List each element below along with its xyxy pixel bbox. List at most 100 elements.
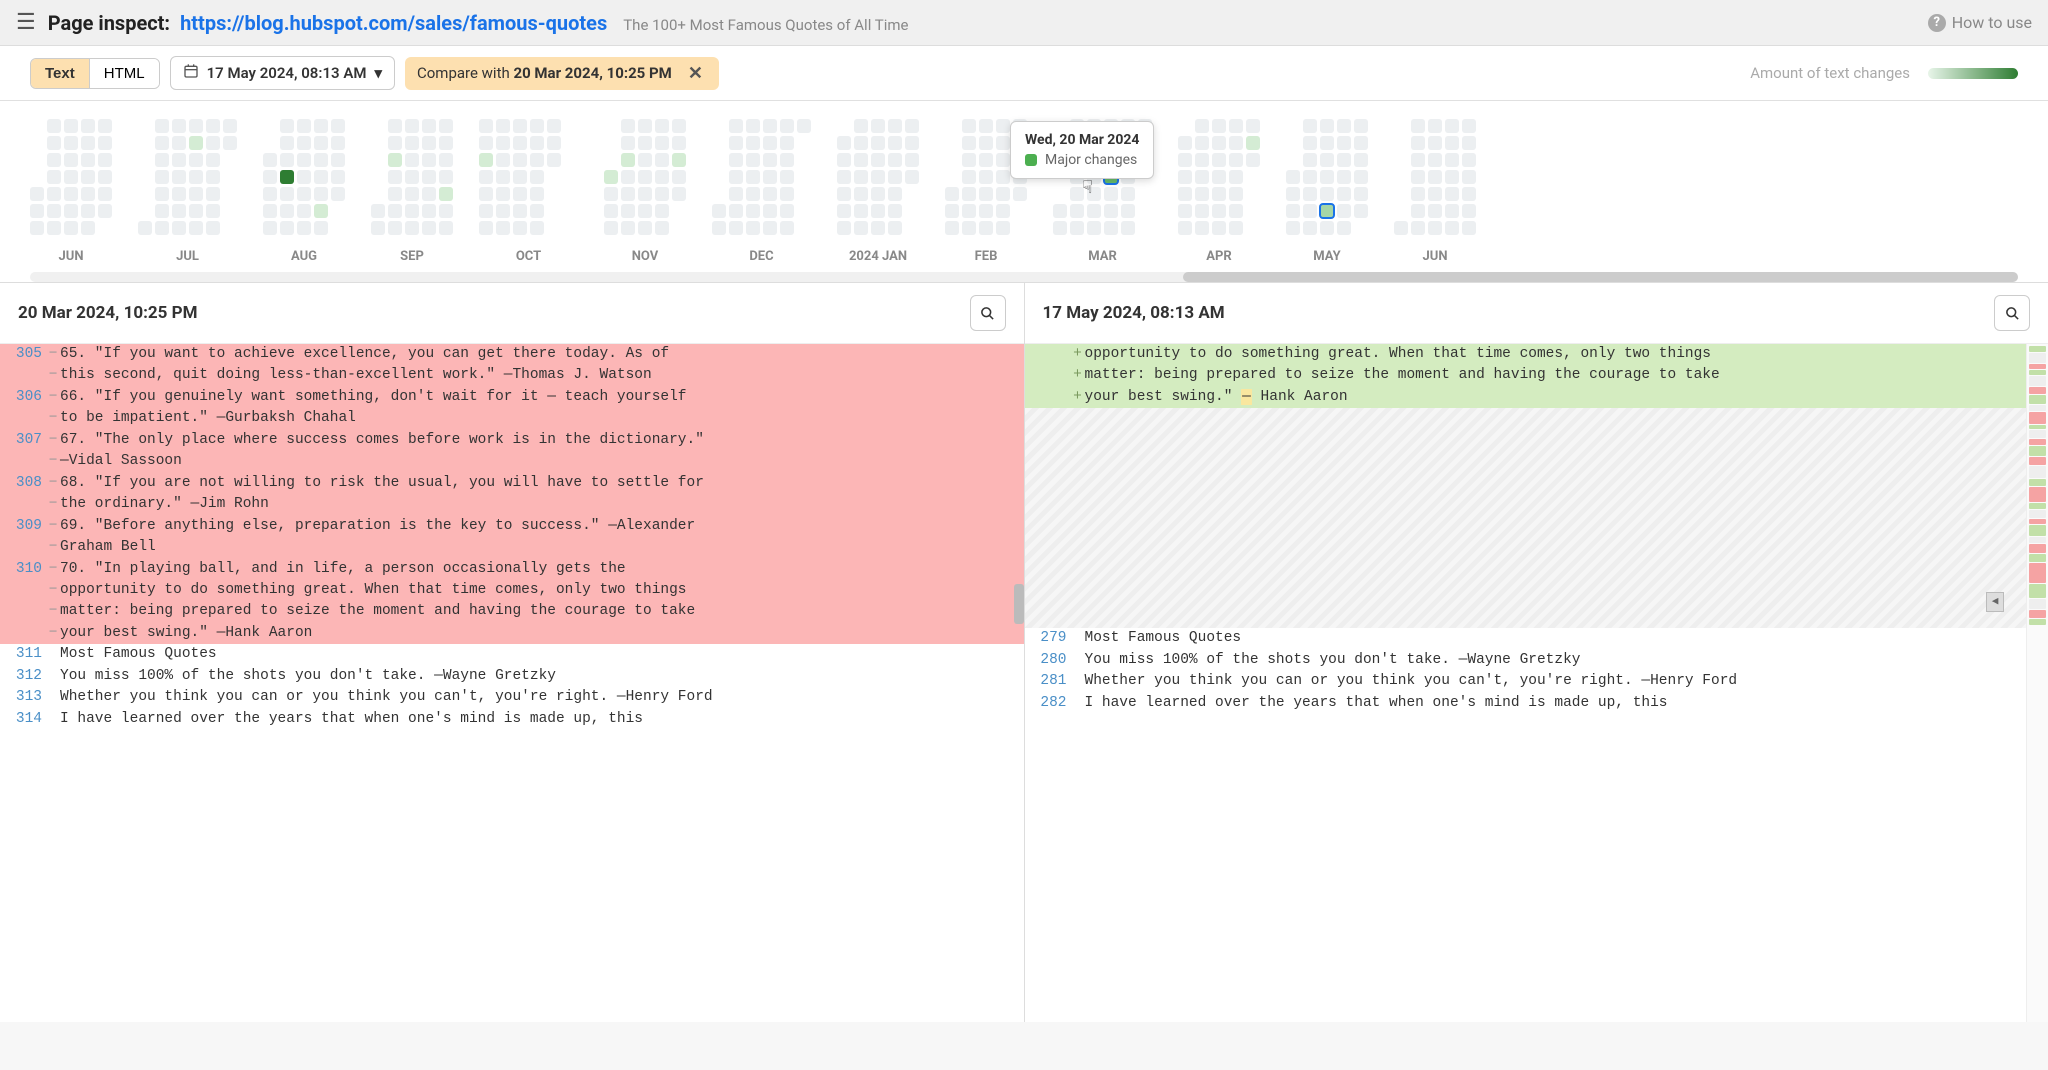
day-cell[interactable] (371, 204, 385, 218)
day-cell[interactable] (871, 187, 885, 201)
day-cell[interactable] (1229, 136, 1243, 150)
day-cell[interactable] (422, 204, 436, 218)
day-cell[interactable] (30, 221, 44, 235)
day-cell[interactable] (547, 153, 561, 167)
day-cell[interactable] (81, 204, 95, 218)
day-cell[interactable] (1445, 170, 1459, 184)
day-cell[interactable] (1212, 204, 1226, 218)
day-cell[interactable] (1411, 119, 1425, 133)
day-cell[interactable] (655, 119, 669, 133)
day-cell[interactable] (1246, 153, 1260, 167)
day-cell[interactable] (1246, 136, 1260, 150)
day-cell[interactable] (280, 187, 294, 201)
day-cell[interactable] (655, 153, 669, 167)
day-cell[interactable] (280, 221, 294, 235)
day-cell[interactable] (996, 221, 1010, 235)
day-cell[interactable] (1354, 136, 1368, 150)
html-tab[interactable]: HTML (89, 59, 159, 88)
day-cell[interactable] (263, 221, 277, 235)
day-cell[interactable] (479, 187, 493, 201)
day-cell[interactable] (1121, 204, 1135, 218)
calendar-scrollbar[interactable] (30, 272, 2018, 282)
day-cell[interactable] (206, 204, 220, 218)
day-cell[interactable] (331, 187, 345, 201)
day-cell[interactable] (1428, 119, 1442, 133)
day-cell[interactable] (189, 119, 203, 133)
day-cell[interactable] (422, 221, 436, 235)
day-cell[interactable] (1354, 187, 1368, 201)
day-cell[interactable] (155, 170, 169, 184)
day-cell[interactable] (655, 204, 669, 218)
day-cell[interactable] (905, 136, 919, 150)
day-cell[interactable] (1462, 136, 1476, 150)
right-search-button[interactable] (1994, 295, 2030, 331)
day-cell[interactable] (331, 170, 345, 184)
day-cell[interactable] (729, 204, 743, 218)
day-cell[interactable] (712, 221, 726, 235)
left-scroll-indicator[interactable] (1014, 584, 1024, 624)
day-cell[interactable] (962, 204, 976, 218)
minimap-segment[interactable] (2029, 370, 2046, 375)
day-cell[interactable] (1411, 153, 1425, 167)
minimap-segment[interactable] (2029, 503, 2046, 509)
day-cell[interactable] (1337, 187, 1351, 201)
minimap-segment[interactable] (2029, 430, 2046, 438)
minimap-segment[interactable] (2029, 387, 2046, 394)
minimap-segment[interactable] (2029, 446, 2046, 456)
day-cell[interactable] (888, 170, 902, 184)
day-cell[interactable] (1337, 221, 1351, 235)
day-cell[interactable] (439, 221, 453, 235)
day-cell[interactable] (172, 119, 186, 133)
day-cell[interactable] (388, 136, 402, 150)
day-cell[interactable] (746, 204, 760, 218)
day-cell[interactable] (712, 204, 726, 218)
day-cell[interactable] (621, 119, 635, 133)
day-cell[interactable] (1178, 153, 1192, 167)
day-cell[interactable] (905, 119, 919, 133)
day-cell[interactable] (47, 119, 61, 133)
day-cell[interactable] (729, 119, 743, 133)
day-cell[interactable] (854, 119, 868, 133)
day-cell[interactable] (1121, 221, 1135, 235)
day-cell[interactable] (1411, 136, 1425, 150)
day-cell[interactable] (1178, 187, 1192, 201)
day-cell[interactable] (1303, 119, 1317, 133)
day-cell[interactable] (263, 187, 277, 201)
day-cell[interactable] (47, 187, 61, 201)
text-tab[interactable]: Text (31, 59, 89, 88)
left-search-button[interactable] (970, 295, 1006, 331)
date-picker[interactable]: 17 May 2024, 08:13 AM ▾ (170, 56, 395, 90)
day-cell[interactable] (81, 153, 95, 167)
day-cell[interactable] (1178, 204, 1192, 218)
day-cell[interactable] (1411, 170, 1425, 184)
day-cell[interactable] (405, 221, 419, 235)
day-cell[interactable] (1337, 136, 1351, 150)
day-cell[interactable] (1229, 187, 1243, 201)
day-cell[interactable] (1428, 153, 1442, 167)
minimap-segment[interactable] (2029, 364, 2046, 369)
day-cell[interactable] (439, 119, 453, 133)
day-cell[interactable] (405, 187, 419, 201)
day-cell[interactable] (945, 204, 959, 218)
day-cell[interactable] (905, 153, 919, 167)
day-cell[interactable] (1070, 221, 1084, 235)
day-cell[interactable] (439, 153, 453, 167)
day-cell[interactable] (655, 170, 669, 184)
day-cell[interactable] (1212, 119, 1226, 133)
minimap-segment[interactable] (2029, 584, 2046, 598)
day-cell[interactable] (729, 187, 743, 201)
day-cell[interactable] (1354, 204, 1368, 218)
day-cell[interactable] (1053, 204, 1067, 218)
day-cell[interactable] (172, 136, 186, 150)
day-cell[interactable] (422, 153, 436, 167)
day-cell[interactable] (979, 187, 993, 201)
day-cell[interactable] (962, 119, 976, 133)
day-cell[interactable] (780, 187, 794, 201)
day-cell[interactable] (1087, 221, 1101, 235)
day-cell[interactable] (30, 204, 44, 218)
day-cell[interactable] (206, 187, 220, 201)
day-cell[interactable] (280, 119, 294, 133)
day-cell[interactable] (1445, 187, 1459, 201)
minimap-segment[interactable] (2029, 487, 2046, 502)
day-cell[interactable] (837, 221, 851, 235)
